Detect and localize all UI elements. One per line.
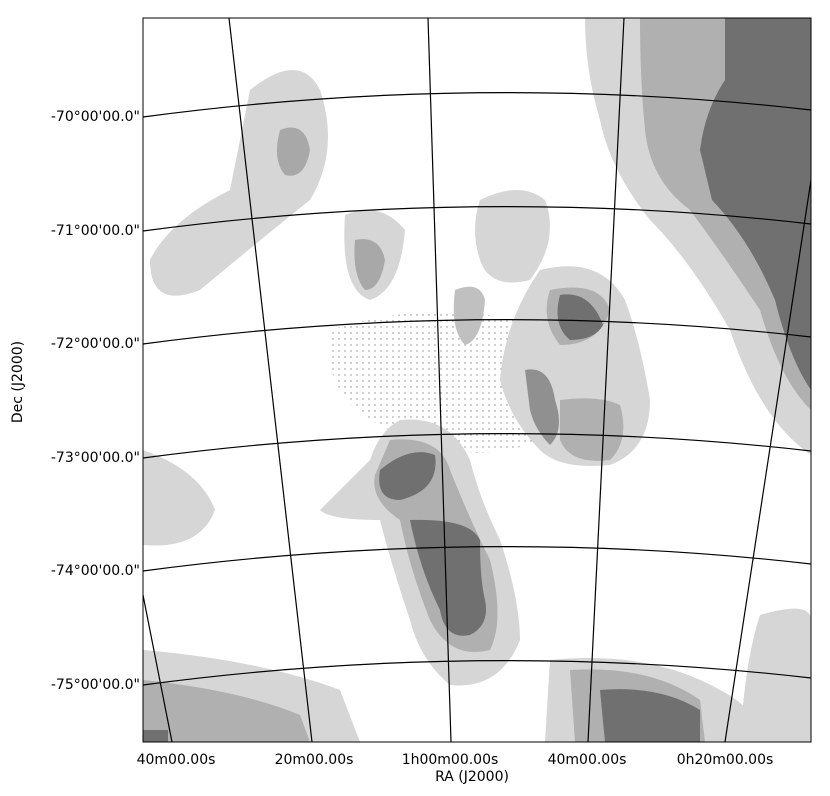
y-tick-label: -75°00'00.0" <box>51 677 140 693</box>
y-tick-label: -71°00'00.0" <box>51 223 140 239</box>
x-tick-label: 20m00.00s <box>275 752 354 768</box>
x-tick-label: 40m00.00s <box>548 752 627 768</box>
x-tick-label: 1h00m00.00s <box>402 752 499 768</box>
y-tick-label: -74°00'00.0" <box>51 563 140 579</box>
y-tick-label: -73°00'00.0" <box>51 450 140 466</box>
y-tick-label: -72°00'00.0" <box>51 336 140 352</box>
x-axis-label: RA (J2000) <box>435 769 509 785</box>
contours <box>143 18 811 742</box>
x-tick-label: 0h20m00.00s <box>677 752 774 768</box>
plot-frame <box>142 17 812 743</box>
y-tick-label: -70°00'00.0" <box>51 109 140 125</box>
y-axis-label: Dec (J2000) <box>10 341 26 423</box>
x-tick-label: 40m00.00s <box>137 752 216 768</box>
